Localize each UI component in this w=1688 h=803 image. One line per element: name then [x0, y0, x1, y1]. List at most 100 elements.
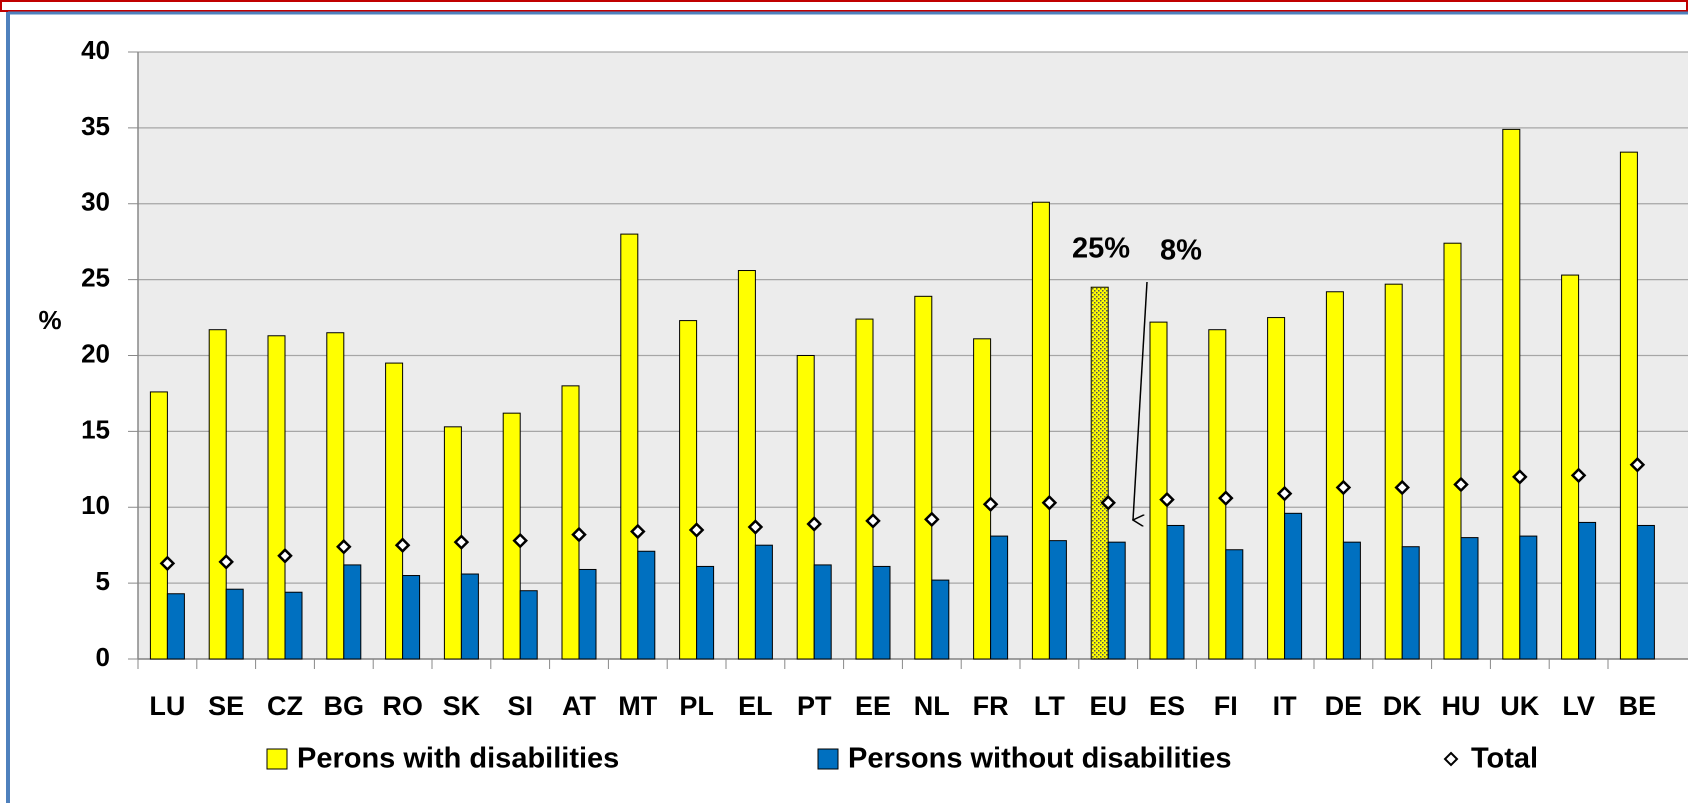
total-marker	[1041, 494, 1058, 511]
bar	[402, 575, 421, 660]
bar	[1284, 512, 1303, 660]
bar	[561, 385, 580, 660]
x-tick-label: FR	[973, 691, 1009, 721]
total-marker	[1629, 456, 1646, 473]
bar	[796, 355, 815, 660]
total-marker	[218, 554, 234, 570]
x-tick-label: EE	[855, 691, 891, 721]
bar	[1502, 128, 1521, 660]
x-tick-label: DK	[1383, 691, 1422, 721]
total-marker	[1276, 485, 1293, 502]
bar	[1149, 321, 1168, 660]
total-marker	[336, 538, 352, 555]
y-tick-label: 10	[81, 490, 110, 520]
annotation-arrow	[1133, 281, 1148, 520]
x-tick-label: IT	[1273, 691, 1298, 721]
y-tick-label: 0	[96, 642, 110, 672]
total-marker	[1453, 476, 1469, 493]
y-tick-label: 5	[96, 566, 110, 596]
total-marker	[630, 523, 646, 540]
x-tick-label: HU	[1442, 691, 1481, 721]
bar	[149, 391, 168, 660]
x-tick-label: EL	[738, 691, 773, 721]
bar	[1401, 546, 1420, 660]
bar	[1090, 286, 1109, 660]
bar	[1561, 274, 1580, 660]
legend-label: Persons without disabilities	[848, 743, 1232, 775]
bar	[326, 332, 345, 660]
bar	[696, 565, 715, 660]
bar	[1636, 524, 1655, 660]
x-tick-label: DE	[1325, 691, 1363, 721]
x-tick-label: LU	[149, 691, 185, 721]
total-marker	[688, 522, 705, 538]
bar	[208, 329, 227, 660]
bar	[914, 295, 933, 660]
x-tick-label: LV	[1562, 691, 1595, 721]
bar	[737, 270, 756, 660]
bar	[1166, 524, 1185, 660]
bar	[1267, 317, 1286, 660]
y-tick-label: 40	[81, 35, 110, 65]
total-marker	[865, 513, 881, 529]
total-marker	[277, 548, 293, 564]
y-tick-label: 15	[81, 414, 110, 444]
total-marker	[1159, 491, 1175, 508]
total-marker	[806, 516, 822, 532]
total-marker	[394, 537, 411, 553]
bar	[1384, 283, 1403, 660]
total-marker	[1335, 479, 1352, 496]
bar	[931, 579, 950, 660]
legend-swatch	[266, 748, 288, 770]
bar	[1342, 541, 1361, 660]
bar	[637, 550, 656, 660]
x-tick-label: ES	[1149, 691, 1185, 721]
total-marker	[512, 532, 528, 549]
bar	[385, 362, 404, 660]
x-tick-label: EU	[1089, 691, 1127, 721]
x-tick-label: NL	[914, 691, 950, 721]
bar	[1519, 535, 1538, 660]
x-tick-label: CZ	[267, 691, 303, 721]
bar	[679, 320, 698, 660]
y-tick-label: 30	[81, 187, 110, 217]
bar	[1107, 541, 1126, 660]
frame-top	[0, 0, 1688, 12]
total-marker	[453, 534, 470, 550]
total-marker	[1100, 494, 1116, 511]
total-marker	[747, 519, 764, 535]
total-marker	[982, 496, 999, 512]
x-tick-label: PL	[679, 691, 714, 721]
bar	[754, 544, 773, 660]
bar	[267, 335, 286, 660]
legend-label: Perons with disabilities	[297, 743, 619, 775]
bar	[1443, 242, 1462, 660]
annotation: 8%	[1160, 235, 1202, 267]
x-tick-label: SE	[208, 691, 244, 721]
legend-marker	[1443, 751, 1459, 767]
bar	[1031, 201, 1050, 660]
bar	[990, 535, 1009, 660]
x-tick-label: LT	[1034, 691, 1065, 721]
x-tick-label: SK	[443, 691, 481, 721]
legend-swatch	[817, 748, 839, 770]
x-tick-label: UK	[1500, 691, 1539, 721]
x-tick-label: RO	[382, 691, 423, 721]
total-marker	[1218, 490, 1234, 506]
x-tick-label: BG	[324, 691, 365, 721]
bar	[1048, 540, 1067, 660]
y-tick-label: 25	[81, 263, 110, 293]
bar	[519, 590, 538, 660]
bar	[813, 564, 832, 660]
bar	[284, 591, 303, 660]
y-axis-label: %	[38, 305, 61, 335]
bar	[225, 588, 244, 660]
bar	[1325, 291, 1344, 660]
x-tick-label: BE	[1619, 691, 1657, 721]
bar	[460, 573, 479, 660]
total-marker	[571, 526, 587, 543]
bar	[973, 338, 992, 660]
bar	[855, 318, 874, 660]
